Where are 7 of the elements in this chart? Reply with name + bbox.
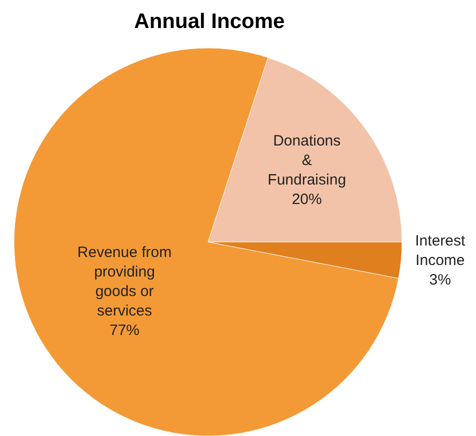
data-label: 20% [292,190,322,208]
slice-label: Revenue from providing goods or services [77,244,172,320]
slice-label: Interest Income [415,232,466,270]
data-label: 77% [109,322,140,339]
data-label: 3% [429,272,451,289]
slice-label: Donations & Fundraising [268,132,346,188]
chart-title: Annual Income [134,10,285,33]
